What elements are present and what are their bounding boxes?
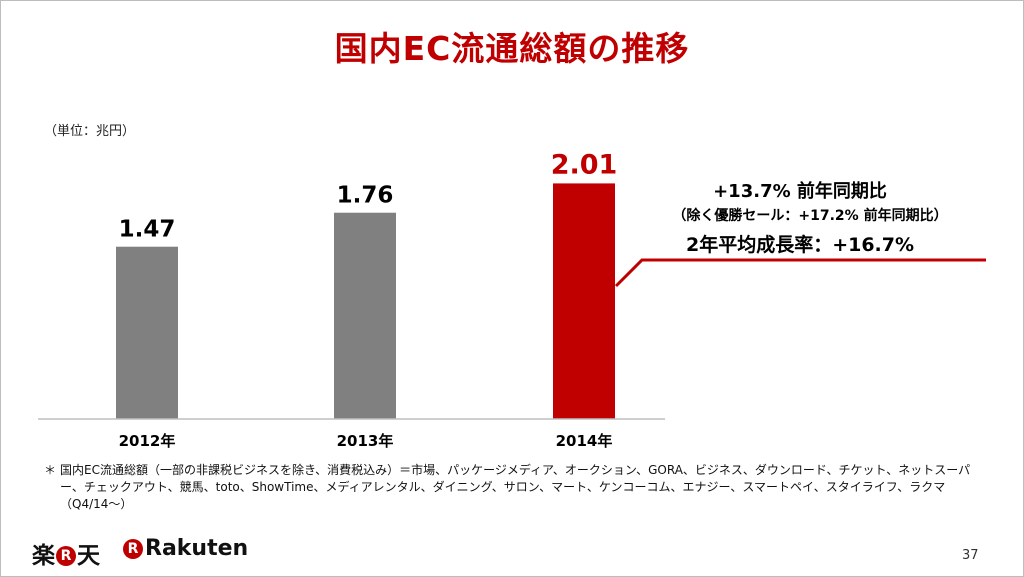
bar-2012年 bbox=[116, 246, 178, 419]
category-label: 2014年 bbox=[556, 432, 613, 450]
category-label: 2013年 bbox=[337, 432, 394, 450]
unit-label: （単位：兆円） bbox=[44, 124, 136, 139]
callout-yoy: +13.7% 前年同期比 bbox=[713, 181, 887, 202]
footnote-text: 国内EC流通総額（一部の非課税ビジネスを除き、消費税込み）＝市場、パッケージメデ… bbox=[60, 463, 971, 511]
rakuten-r-icon: R bbox=[123, 539, 143, 559]
rakuten-logo-text: Rakuten bbox=[145, 536, 249, 561]
bar-2014年 bbox=[553, 183, 615, 419]
value-label: 1.76 bbox=[337, 183, 394, 209]
page-number: 37 bbox=[962, 548, 979, 563]
rakuten-logo: R Rakuten bbox=[123, 536, 248, 561]
category-label: 2012年 bbox=[119, 432, 176, 450]
rakuten-r-icon: R bbox=[56, 546, 76, 566]
value-label: 1.47 bbox=[119, 217, 176, 243]
value-label: 2.01 bbox=[551, 149, 618, 180]
slide-title: 国内EC流通総額の推移 bbox=[334, 29, 690, 68]
logo-kanji-left: 楽 bbox=[32, 543, 55, 569]
footnote: ＊ 国内EC流通総額（一部の非課税ビジネスを除き、消費税込み）＝市場、パッケージ… bbox=[44, 462, 979, 513]
callout-leader-line bbox=[614, 258, 986, 288]
callout-yoy-excl-sale: （除く優勝セール：+17.2% 前年同期比） bbox=[672, 208, 948, 224]
logo-kanji-right: 天 bbox=[77, 543, 100, 569]
callout-2yr-cagr: 2年平均成長率：+16.7% bbox=[685, 234, 915, 256]
bar-2013年 bbox=[334, 212, 396, 419]
footnote-mark: ＊ bbox=[44, 463, 57, 477]
